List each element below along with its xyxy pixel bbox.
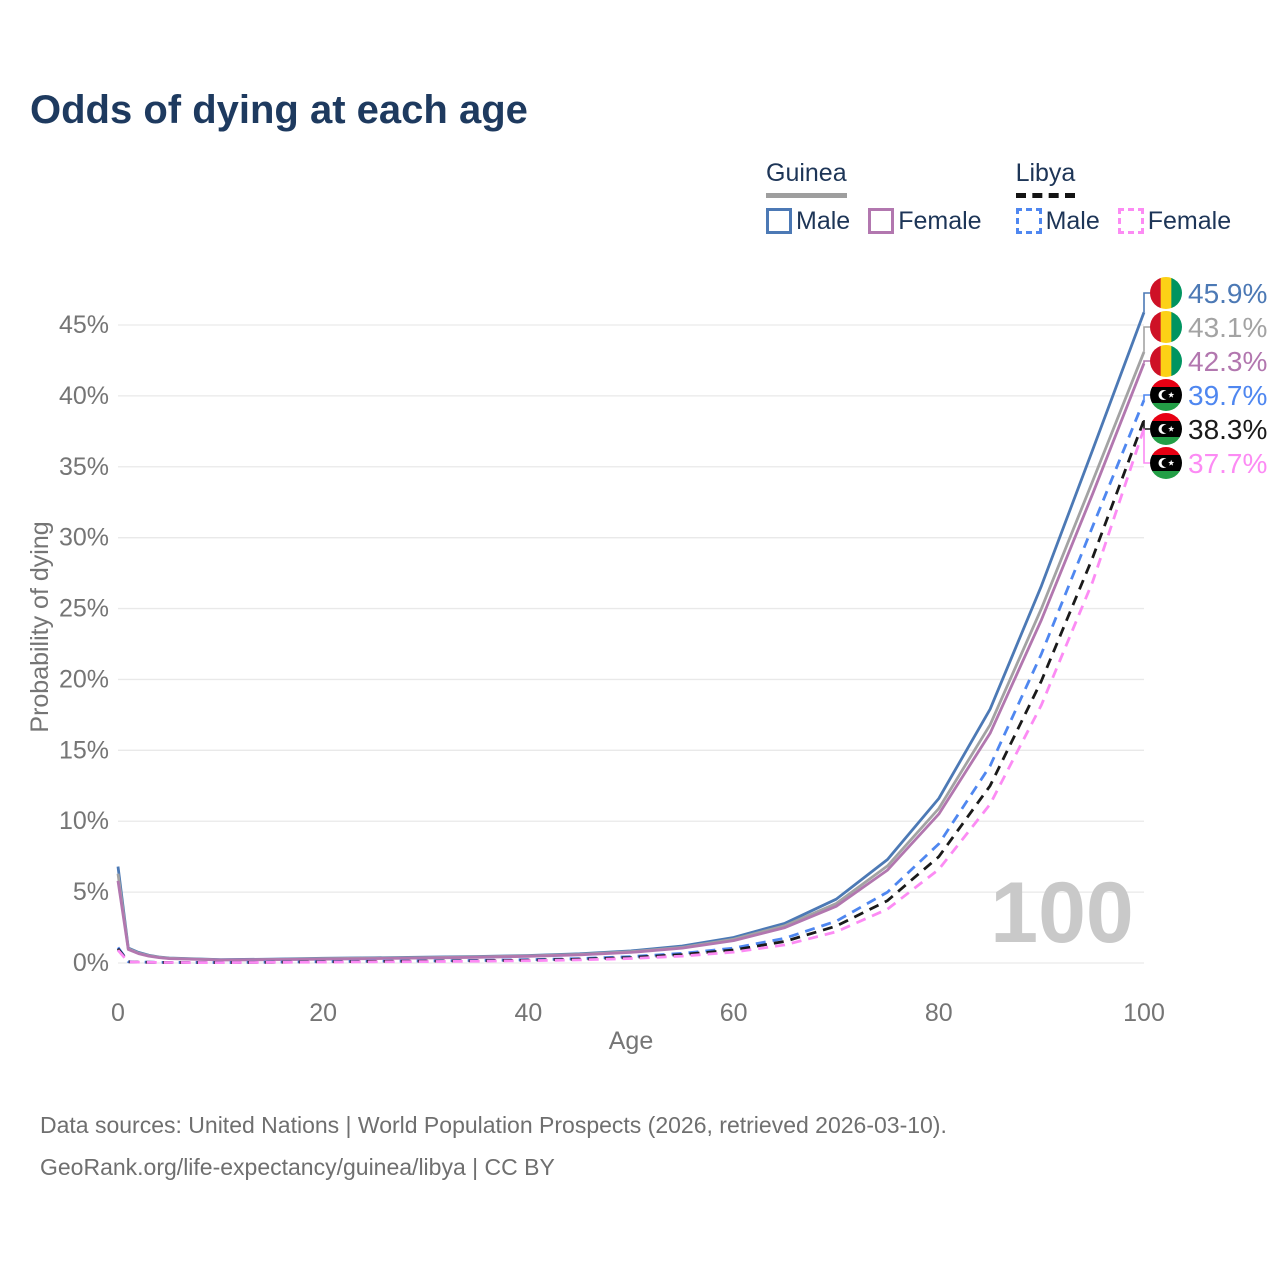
- y-tick-10: 10%: [59, 807, 109, 835]
- y-tick-5: 5%: [73, 878, 109, 906]
- y-tick-35: 35%: [59, 453, 109, 481]
- footer: Data sources: United Nations | World Pop…: [40, 1104, 947, 1188]
- legend-item-guinea-female[interactable]: Female: [868, 206, 982, 236]
- y-tick-25: 25%: [59, 595, 109, 623]
- x-axis-label: Age: [609, 1027, 653, 1055]
- x-tick-60: 60: [720, 999, 748, 1027]
- guinea-male-swatch-icon: [766, 208, 792, 234]
- legend-label-libya-female: Female: [1147, 206, 1232, 235]
- legend-label-libya-male: Male: [1045, 206, 1100, 235]
- legend-item-libya-female[interactable]: Female: [1117, 206, 1232, 236]
- y-tick-30: 30%: [59, 524, 109, 552]
- end-connector-guinea-female: [1143, 360, 1150, 364]
- series-line-libya-female[interactable]: [116, 428, 1146, 964]
- x-tick-20: 20: [309, 999, 337, 1027]
- legend-items-guinea: Male Female: [766, 207, 982, 236]
- end-connector-libya-male: [1143, 394, 1150, 401]
- y-tick-0: 0%: [73, 949, 109, 977]
- x-tick-100: 100: [1123, 999, 1165, 1027]
- flag-guinea-icon: [1150, 345, 1182, 377]
- y-tick-45: 45%: [59, 311, 109, 339]
- footer-data-sources: Data sources: United Nations | World Pop…: [40, 1112, 947, 1138]
- end-label-libya-combined: 38.3%: [1188, 414, 1267, 445]
- flag-libya-icon: [1150, 379, 1182, 411]
- series-line-guinea-female[interactable]: [116, 362, 1146, 962]
- legend-country-guinea[interactable]: Guinea: [766, 159, 847, 198]
- legend-items-libya: Male Female: [1015, 206, 1232, 236]
- legend-item-guinea-male[interactable]: Male: [766, 207, 850, 236]
- y-tick-40: 40%: [59, 382, 109, 410]
- x-tick-40: 40: [514, 999, 542, 1027]
- series-line-guinea-male[interactable]: [116, 311, 1146, 961]
- flag-guinea-icon: [1150, 311, 1182, 343]
- y-tick-15: 15%: [59, 736, 109, 764]
- flag-guinea-icon: [1150, 277, 1182, 309]
- end-label-guinea-combined: 43.1%: [1188, 312, 1267, 343]
- x-tick-0: 0: [111, 999, 125, 1027]
- page-title: Odds of dying at each age: [30, 88, 528, 132]
- legend-country-libya[interactable]: Libya: [1015, 159, 1076, 198]
- end-label-libya-female: 37.7%: [1188, 448, 1267, 479]
- legend-label-guinea-male: Male: [796, 206, 851, 235]
- footer-attribution: GeoRank.org/life-expectancy/guinea/libya…: [40, 1154, 555, 1180]
- end-connector-libya-female: [1143, 428, 1150, 464]
- end-connector-guinea-combined: [1143, 326, 1150, 352]
- flag-libya-icon: [1150, 413, 1182, 445]
- legend-item-libya-male[interactable]: Male: [1015, 206, 1100, 236]
- legend: Guinea Male Female Libya Male Female: [766, 159, 1232, 236]
- end-label-libya-male: 39.7%: [1188, 380, 1267, 411]
- end-label-guinea-male: 45.9%: [1188, 278, 1267, 309]
- guinea-female-swatch-icon: [868, 208, 895, 234]
- x-tick-80: 80: [925, 999, 953, 1027]
- libya-female-swatch-icon: [1117, 208, 1144, 234]
- libya-male-swatch-icon: [1015, 208, 1042, 234]
- legend-group-libya: Libya Male Female: [1015, 159, 1232, 236]
- y-tick-20: 20%: [59, 665, 109, 693]
- y-axis-label: Probability of dying: [26, 521, 54, 732]
- end-connector-guinea-male: [1143, 292, 1150, 313]
- age-watermark: 100: [990, 865, 1134, 961]
- legend-label-guinea-female: Female: [898, 206, 982, 235]
- flag-libya-icon: [1150, 447, 1182, 479]
- end-label-guinea-female: 42.3%: [1188, 346, 1267, 377]
- legend-group-guinea: Guinea Male Female: [766, 159, 982, 236]
- end-connector-libya-combined: [1143, 420, 1150, 430]
